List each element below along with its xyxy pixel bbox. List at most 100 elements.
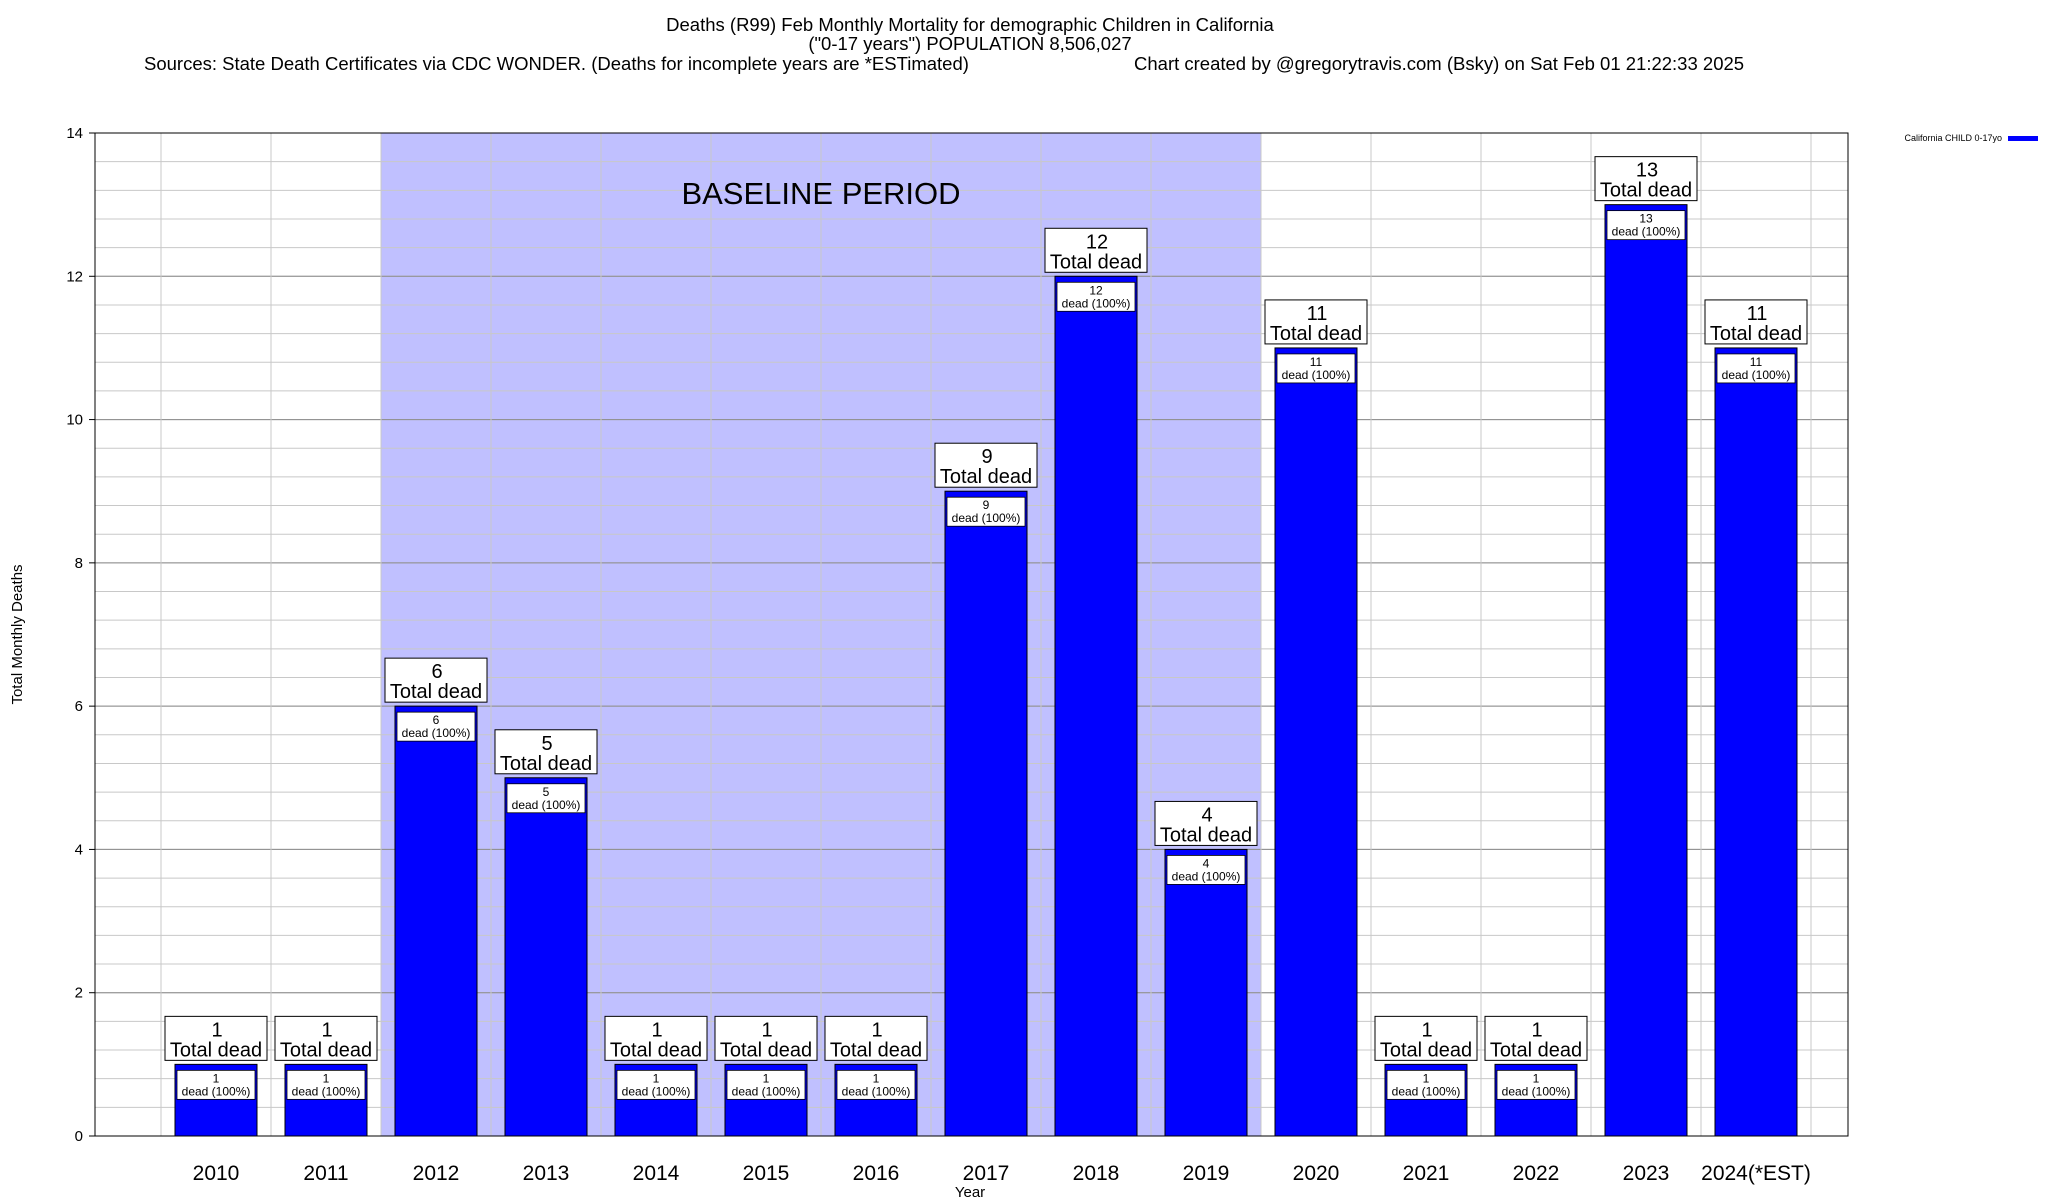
bar-inner-value: 13 bbox=[1639, 212, 1653, 226]
bar-total-label: Total dead bbox=[1050, 251, 1142, 273]
y-tick-label: 2 bbox=[75, 985, 83, 1002]
y-tick-label: 4 bbox=[75, 841, 83, 858]
bar-total-label-box bbox=[714, 1015, 818, 1061]
y-tick-label: 8 bbox=[75, 555, 83, 572]
bar-inner-label-box bbox=[286, 1069, 366, 1100]
bar-inner-label: dead (100%) bbox=[182, 1084, 251, 1098]
bar-inner-label-box bbox=[396, 711, 476, 742]
bar-inner-label-box bbox=[726, 1069, 806, 1100]
y-tick-label: 0 bbox=[75, 1128, 83, 1145]
y-axis-label: Total Monthly Deaths bbox=[9, 564, 26, 704]
bar-total-value: 1 bbox=[321, 1019, 332, 1041]
bar-inner-value: 1 bbox=[763, 1071, 770, 1085]
bar-total-value: 11 bbox=[1307, 303, 1328, 325]
bar-inner-label-box bbox=[1606, 210, 1686, 241]
y-tick-label: 10 bbox=[66, 412, 83, 429]
chart-sources: Sources: State Death Certificates via CD… bbox=[144, 53, 969, 74]
bar-inner-label: dead (100%) bbox=[1282, 368, 1351, 382]
bar-inner-label-box bbox=[946, 496, 1026, 527]
bar-inner-value: 9 bbox=[983, 498, 990, 512]
bar-total-value: 1 bbox=[1421, 1019, 1432, 1041]
bar-total-value: 6 bbox=[431, 661, 442, 683]
bar-inner-label: dead (100%) bbox=[1722, 368, 1791, 382]
bar-total-value: 1 bbox=[871, 1019, 882, 1041]
x-tick-label: 2019 bbox=[1183, 1162, 1230, 1185]
bar-inner-label: dead (100%) bbox=[1172, 869, 1241, 883]
bar-inner-label: dead (100%) bbox=[842, 1084, 911, 1098]
y-tick-label: 12 bbox=[66, 268, 83, 285]
bar-inner-label: dead (100%) bbox=[732, 1084, 801, 1098]
x-axis-ticks: 2010 2011 2012 2013 2014 2015 2016 2017 2018 2019… bbox=[193, 1162, 1811, 1185]
x-tick-label: 2014 bbox=[633, 1162, 680, 1185]
bar-inner-value: 6 bbox=[433, 713, 440, 727]
x-tick-label: 2024(*EST) bbox=[1701, 1162, 1811, 1185]
bar-total-label-box bbox=[1044, 227, 1148, 273]
bar-total-value: 11 bbox=[1747, 303, 1768, 325]
chart-titles: Deaths (R99) Feb Monthly Mortality for d… bbox=[144, 14, 1744, 74]
x-tick-label: 2013 bbox=[523, 1162, 570, 1185]
bar-inner-label-box bbox=[1716, 353, 1796, 384]
bar-total-label-box bbox=[1484, 1015, 1588, 1061]
bar-total-label-box bbox=[494, 729, 598, 775]
bar-inner-value: 1 bbox=[1533, 1071, 1540, 1085]
y-tick-label: 6 bbox=[75, 698, 83, 715]
bar-total-label-box bbox=[1594, 156, 1698, 202]
x-tick-label: 2010 bbox=[193, 1162, 240, 1185]
bar-total-value: 9 bbox=[981, 446, 992, 468]
x-tick-label: 2012 bbox=[413, 1162, 460, 1185]
x-tick-label: 2023 bbox=[1623, 1162, 1670, 1185]
bar bbox=[1714, 347, 1798, 1137]
bar-inner-value: 11 bbox=[1750, 355, 1763, 369]
x-tick-label: 2022 bbox=[1513, 1162, 1560, 1185]
plot-frame bbox=[94, 132, 1849, 1137]
legend: California CHILD 0-17yo bbox=[1904, 133, 2038, 143]
bar-inner-label: dead (100%) bbox=[1062, 296, 1131, 310]
bar-total-label: Total dead bbox=[940, 466, 1032, 488]
bar-inner-label-box bbox=[836, 1069, 916, 1100]
bar bbox=[504, 777, 588, 1137]
bar-total-label: Total dead bbox=[170, 1039, 262, 1061]
y-axis-ticks: 0 2 4 6 8 10 12 14 bbox=[66, 125, 95, 1145]
x-tick-label: 2018 bbox=[1073, 1162, 1120, 1185]
bar-total-value: 1 bbox=[761, 1019, 772, 1041]
bar-total-label: Total dead bbox=[390, 681, 482, 703]
bar-total-value: 5 bbox=[541, 733, 552, 755]
bar-inner-label-box bbox=[1386, 1069, 1466, 1100]
bar-total-label: Total dead bbox=[610, 1039, 702, 1061]
bar-inner-label: dead (100%) bbox=[1502, 1084, 1571, 1098]
bar-total-label: Total dead bbox=[1270, 323, 1362, 345]
bar-inner-value: 5 bbox=[543, 785, 550, 799]
bar-total-label: Total dead bbox=[720, 1039, 812, 1061]
bar-total-value: 1 bbox=[1531, 1019, 1542, 1041]
x-tick-label: 2011 bbox=[303, 1162, 348, 1185]
legend-label: California CHILD 0-17yo bbox=[1904, 133, 2002, 143]
bar-inner-label-box bbox=[1496, 1069, 1576, 1100]
bar bbox=[1054, 275, 1138, 1137]
bar-total-value: 1 bbox=[651, 1019, 662, 1041]
bar bbox=[1274, 347, 1358, 1137]
bar-inner-label: dead (100%) bbox=[622, 1084, 691, 1098]
bar-total-label: Total dead bbox=[500, 753, 592, 775]
bar-inner-label-box bbox=[616, 1069, 696, 1100]
bar-inner-value: 1 bbox=[323, 1071, 330, 1085]
bar-total-label-box bbox=[1264, 299, 1368, 345]
bar-inner-value: 12 bbox=[1089, 283, 1103, 297]
bar-inner-value: 4 bbox=[1203, 856, 1210, 870]
bar-inner-label: dead (100%) bbox=[512, 798, 581, 812]
bar-inner-value: 11 bbox=[1310, 355, 1323, 369]
bar-total-label: Total dead bbox=[1160, 824, 1252, 846]
bar-total-label-box bbox=[824, 1015, 928, 1061]
bar-total-label: Total dead bbox=[1490, 1039, 1582, 1061]
chart-credit: Chart created by @gregorytravis.com (Bsk… bbox=[1134, 53, 1744, 74]
